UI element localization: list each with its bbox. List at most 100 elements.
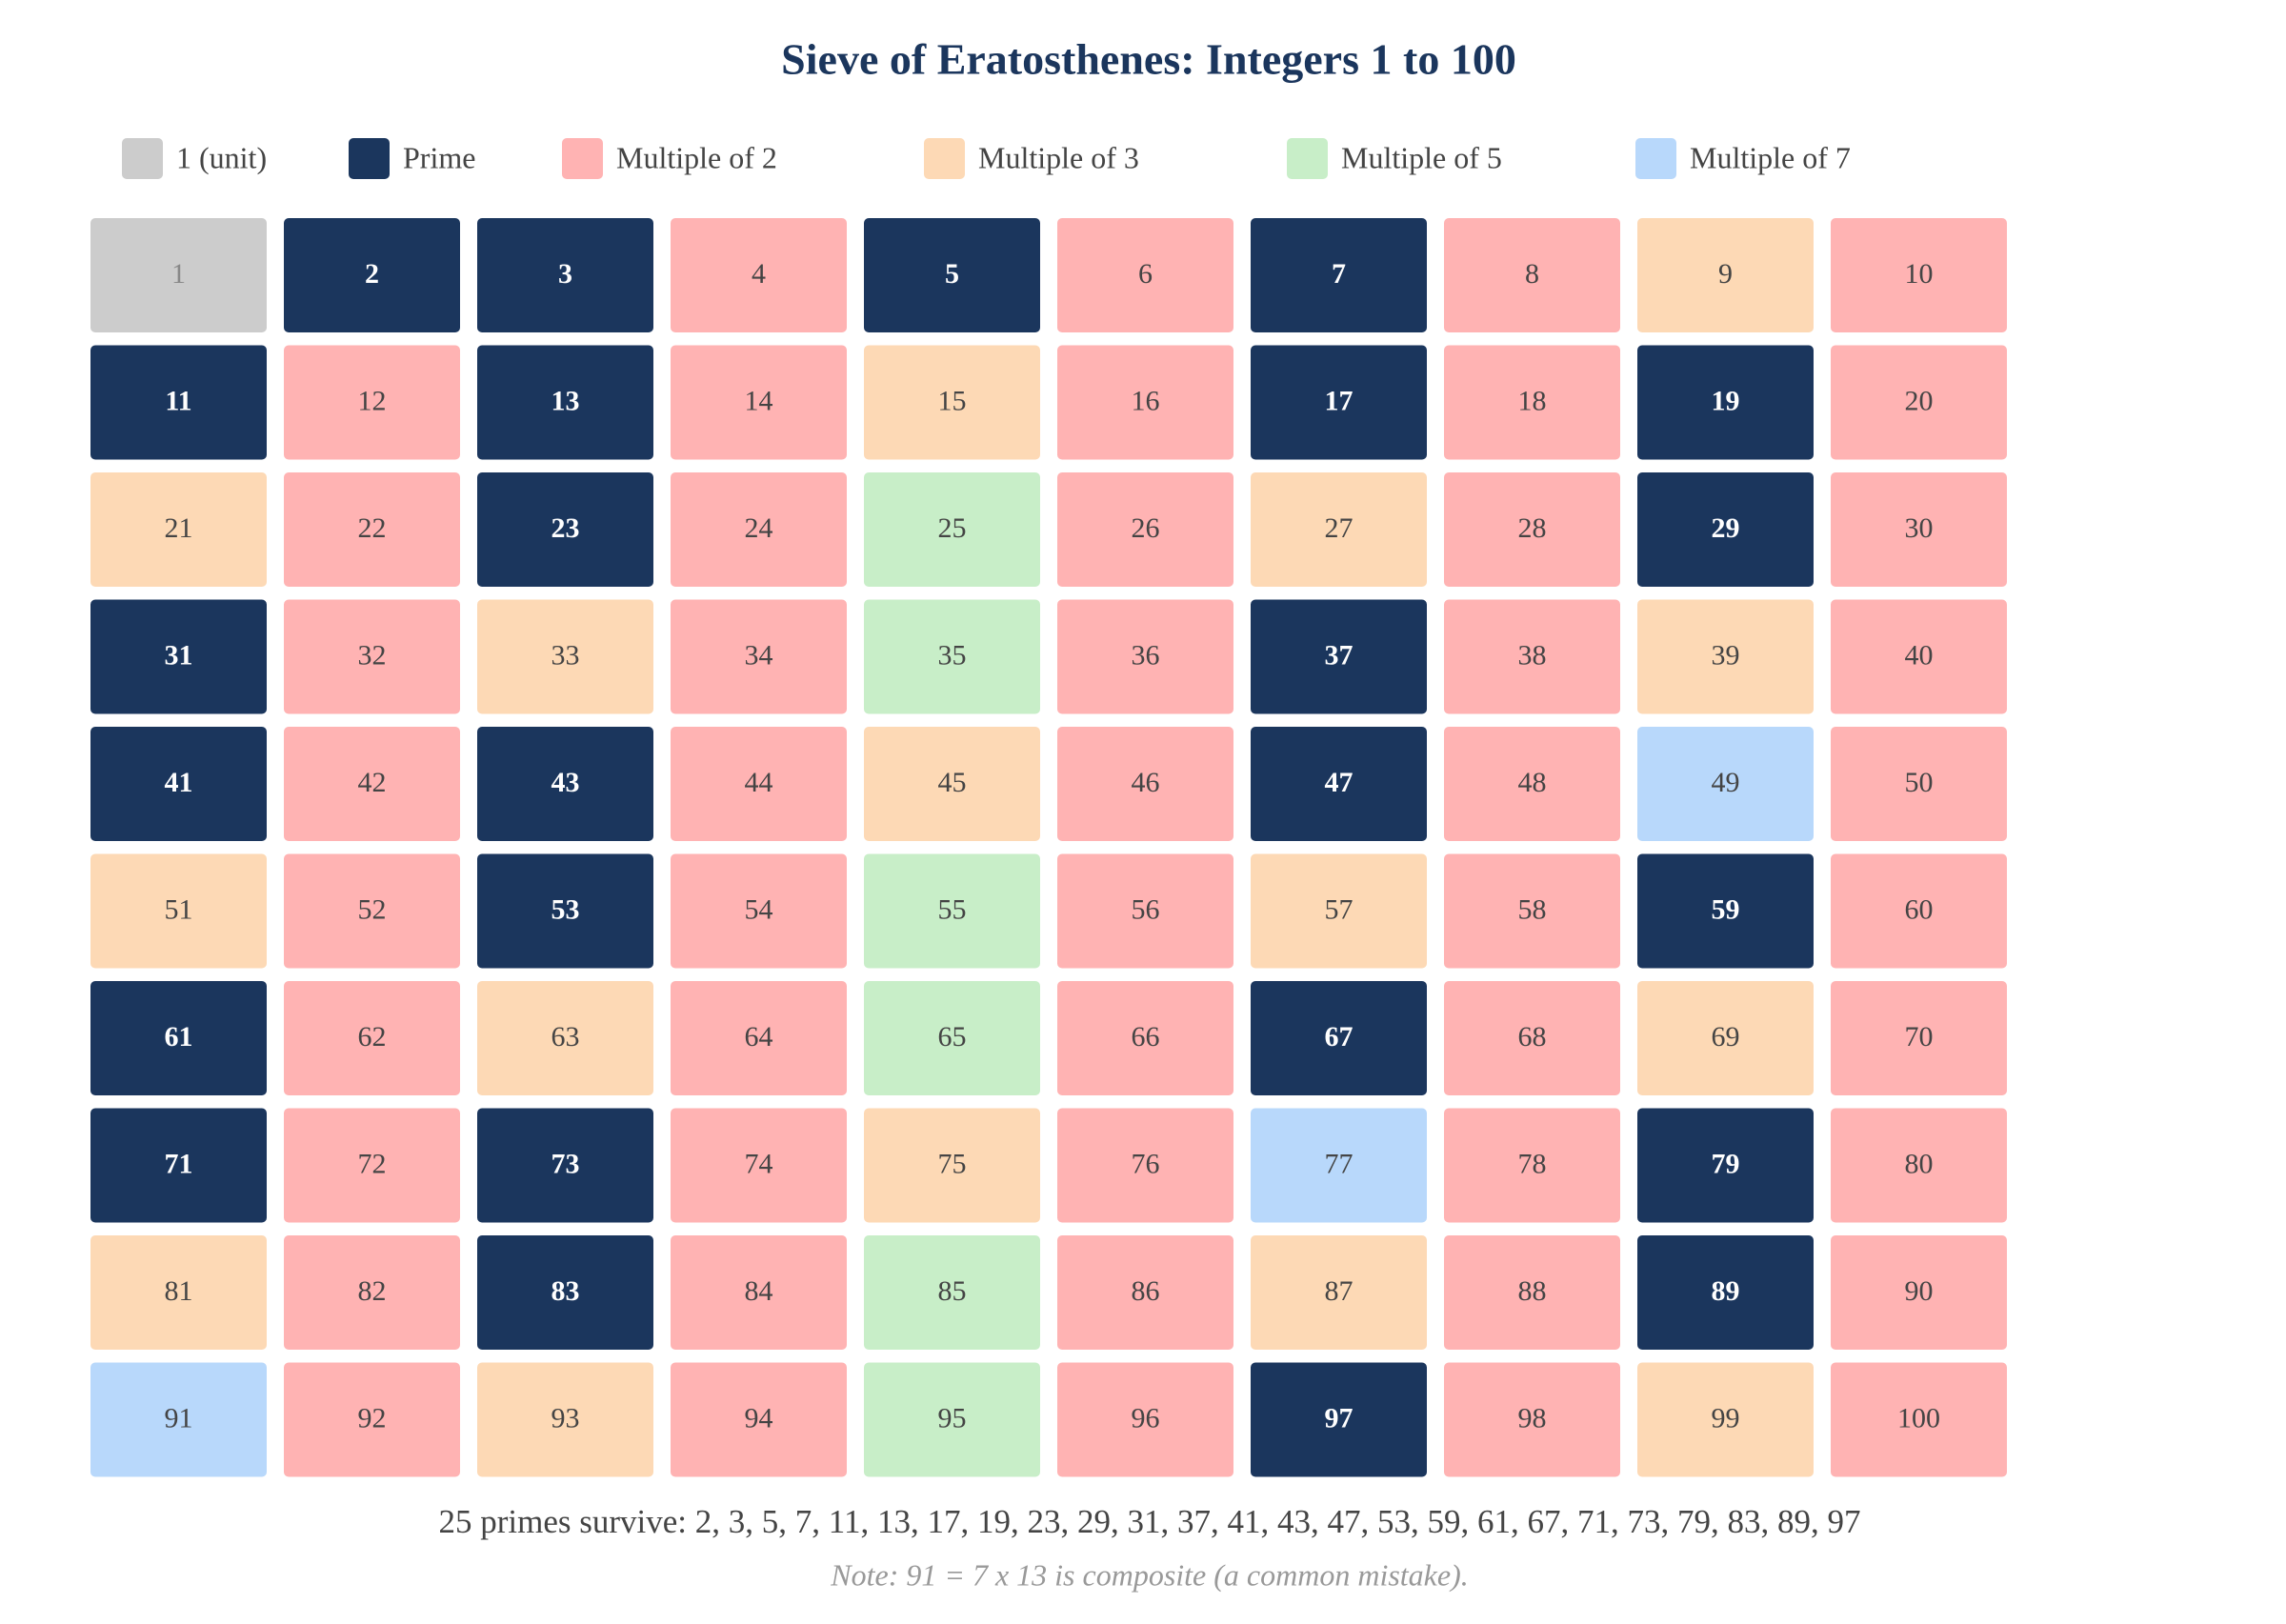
cell-number: 74 [745, 1148, 773, 1179]
cell [1444, 1108, 1620, 1223]
legend-label: Multiple of 5 [1341, 140, 1502, 174]
cell-number: 83 [551, 1275, 580, 1307]
cell-number: 69 [1712, 1021, 1740, 1053]
cell [1444, 727, 1620, 841]
cell-number: 90 [1905, 1275, 1934, 1307]
cell-number: 36 [1132, 639, 1160, 671]
cell-number: 72 [358, 1148, 387, 1179]
cell [284, 1108, 460, 1223]
cell-number: 18 [1518, 385, 1547, 416]
cell [864, 218, 1040, 332]
cell [90, 1108, 267, 1223]
cell [477, 1235, 653, 1350]
cell-number: 24 [745, 512, 773, 544]
cell [90, 599, 267, 714]
cell [1251, 345, 1427, 460]
cell-number: 58 [1518, 893, 1547, 925]
cell-number: 26 [1132, 512, 1160, 544]
cell [477, 345, 653, 460]
cell [671, 218, 847, 332]
cell [284, 1235, 460, 1350]
cell-number: 49 [1712, 767, 1740, 798]
cell [864, 727, 1040, 841]
cell-number: 5 [945, 258, 959, 290]
cell [1637, 1235, 1814, 1350]
legend-label: 1 (unit) [176, 140, 267, 174]
cell [864, 853, 1040, 969]
cell-number: 21 [165, 512, 193, 544]
cell [1831, 345, 2007, 460]
cell [1637, 1362, 1814, 1477]
cell-number: 94 [745, 1402, 773, 1434]
cell-number: 95 [938, 1402, 967, 1434]
cell-number: 6 [1138, 258, 1153, 290]
cell-number: 99 [1712, 1402, 1740, 1434]
cell [284, 599, 460, 714]
cell [477, 1362, 653, 1477]
cell-number: 43 [551, 767, 580, 798]
cell-number: 65 [938, 1021, 967, 1053]
cell [1251, 218, 1427, 332]
legend-swatch [924, 138, 965, 179]
cell-number: 47 [1325, 767, 1354, 798]
cell-number: 10 [1905, 258, 1934, 290]
cell [1444, 1362, 1620, 1477]
cell-number: 28 [1518, 512, 1547, 544]
cell [1831, 472, 2007, 587]
cell [284, 218, 460, 332]
cell [477, 853, 653, 969]
cell-number: 63 [551, 1021, 580, 1053]
cell [1831, 1362, 2007, 1477]
cell [864, 1362, 1040, 1477]
cell-number: 98 [1518, 1402, 1547, 1434]
cell [864, 345, 1040, 460]
cell [671, 472, 847, 587]
legend-label: Multiple of 2 [616, 140, 777, 174]
cell [1057, 1108, 1233, 1223]
cell [1831, 1235, 2007, 1350]
cell [90, 472, 267, 587]
cell [1057, 599, 1233, 714]
cell-number: 25 [938, 512, 967, 544]
cell-number: 23 [551, 512, 580, 544]
cell-number: 73 [551, 1148, 580, 1179]
cell-number: 42 [358, 767, 387, 798]
cell [671, 853, 847, 969]
cell-number: 51 [165, 893, 193, 925]
cell-number: 31 [165, 639, 193, 671]
cell-number: 32 [358, 639, 387, 671]
cell-number: 64 [745, 1021, 773, 1053]
cell [1251, 853, 1427, 969]
cell [1831, 981, 2007, 1095]
cell-number: 97 [1325, 1402, 1354, 1434]
cell [1831, 1108, 2007, 1223]
cell-number: 45 [938, 767, 967, 798]
cell [1637, 345, 1814, 460]
cell-number: 80 [1905, 1148, 1934, 1179]
cell-number: 33 [551, 639, 580, 671]
cell-number: 44 [745, 767, 773, 798]
cell [1057, 727, 1233, 841]
cell-number: 54 [745, 893, 773, 925]
cell-number: 27 [1325, 512, 1354, 544]
cell-number: 78 [1518, 1148, 1547, 1179]
cell-number: 40 [1905, 639, 1934, 671]
cell [864, 599, 1040, 714]
cell-number: 56 [1132, 893, 1160, 925]
cell [864, 1108, 1040, 1223]
cell-number: 67 [1325, 1021, 1354, 1053]
cell-number: 1 [171, 258, 186, 290]
legend-label: Multiple of 3 [978, 140, 1139, 174]
cell [1637, 727, 1814, 841]
cell-number: 55 [938, 893, 967, 925]
cell [1444, 853, 1620, 969]
cell [284, 472, 460, 587]
cell-number: 61 [165, 1021, 193, 1053]
cell-number: 91 [165, 1402, 193, 1434]
legend-swatch [1635, 138, 1676, 179]
cell [1444, 472, 1620, 587]
title: Sieve of Eratosthenes: Integers 1 to 100 [781, 35, 1516, 84]
cell-number: 46 [1132, 767, 1160, 798]
